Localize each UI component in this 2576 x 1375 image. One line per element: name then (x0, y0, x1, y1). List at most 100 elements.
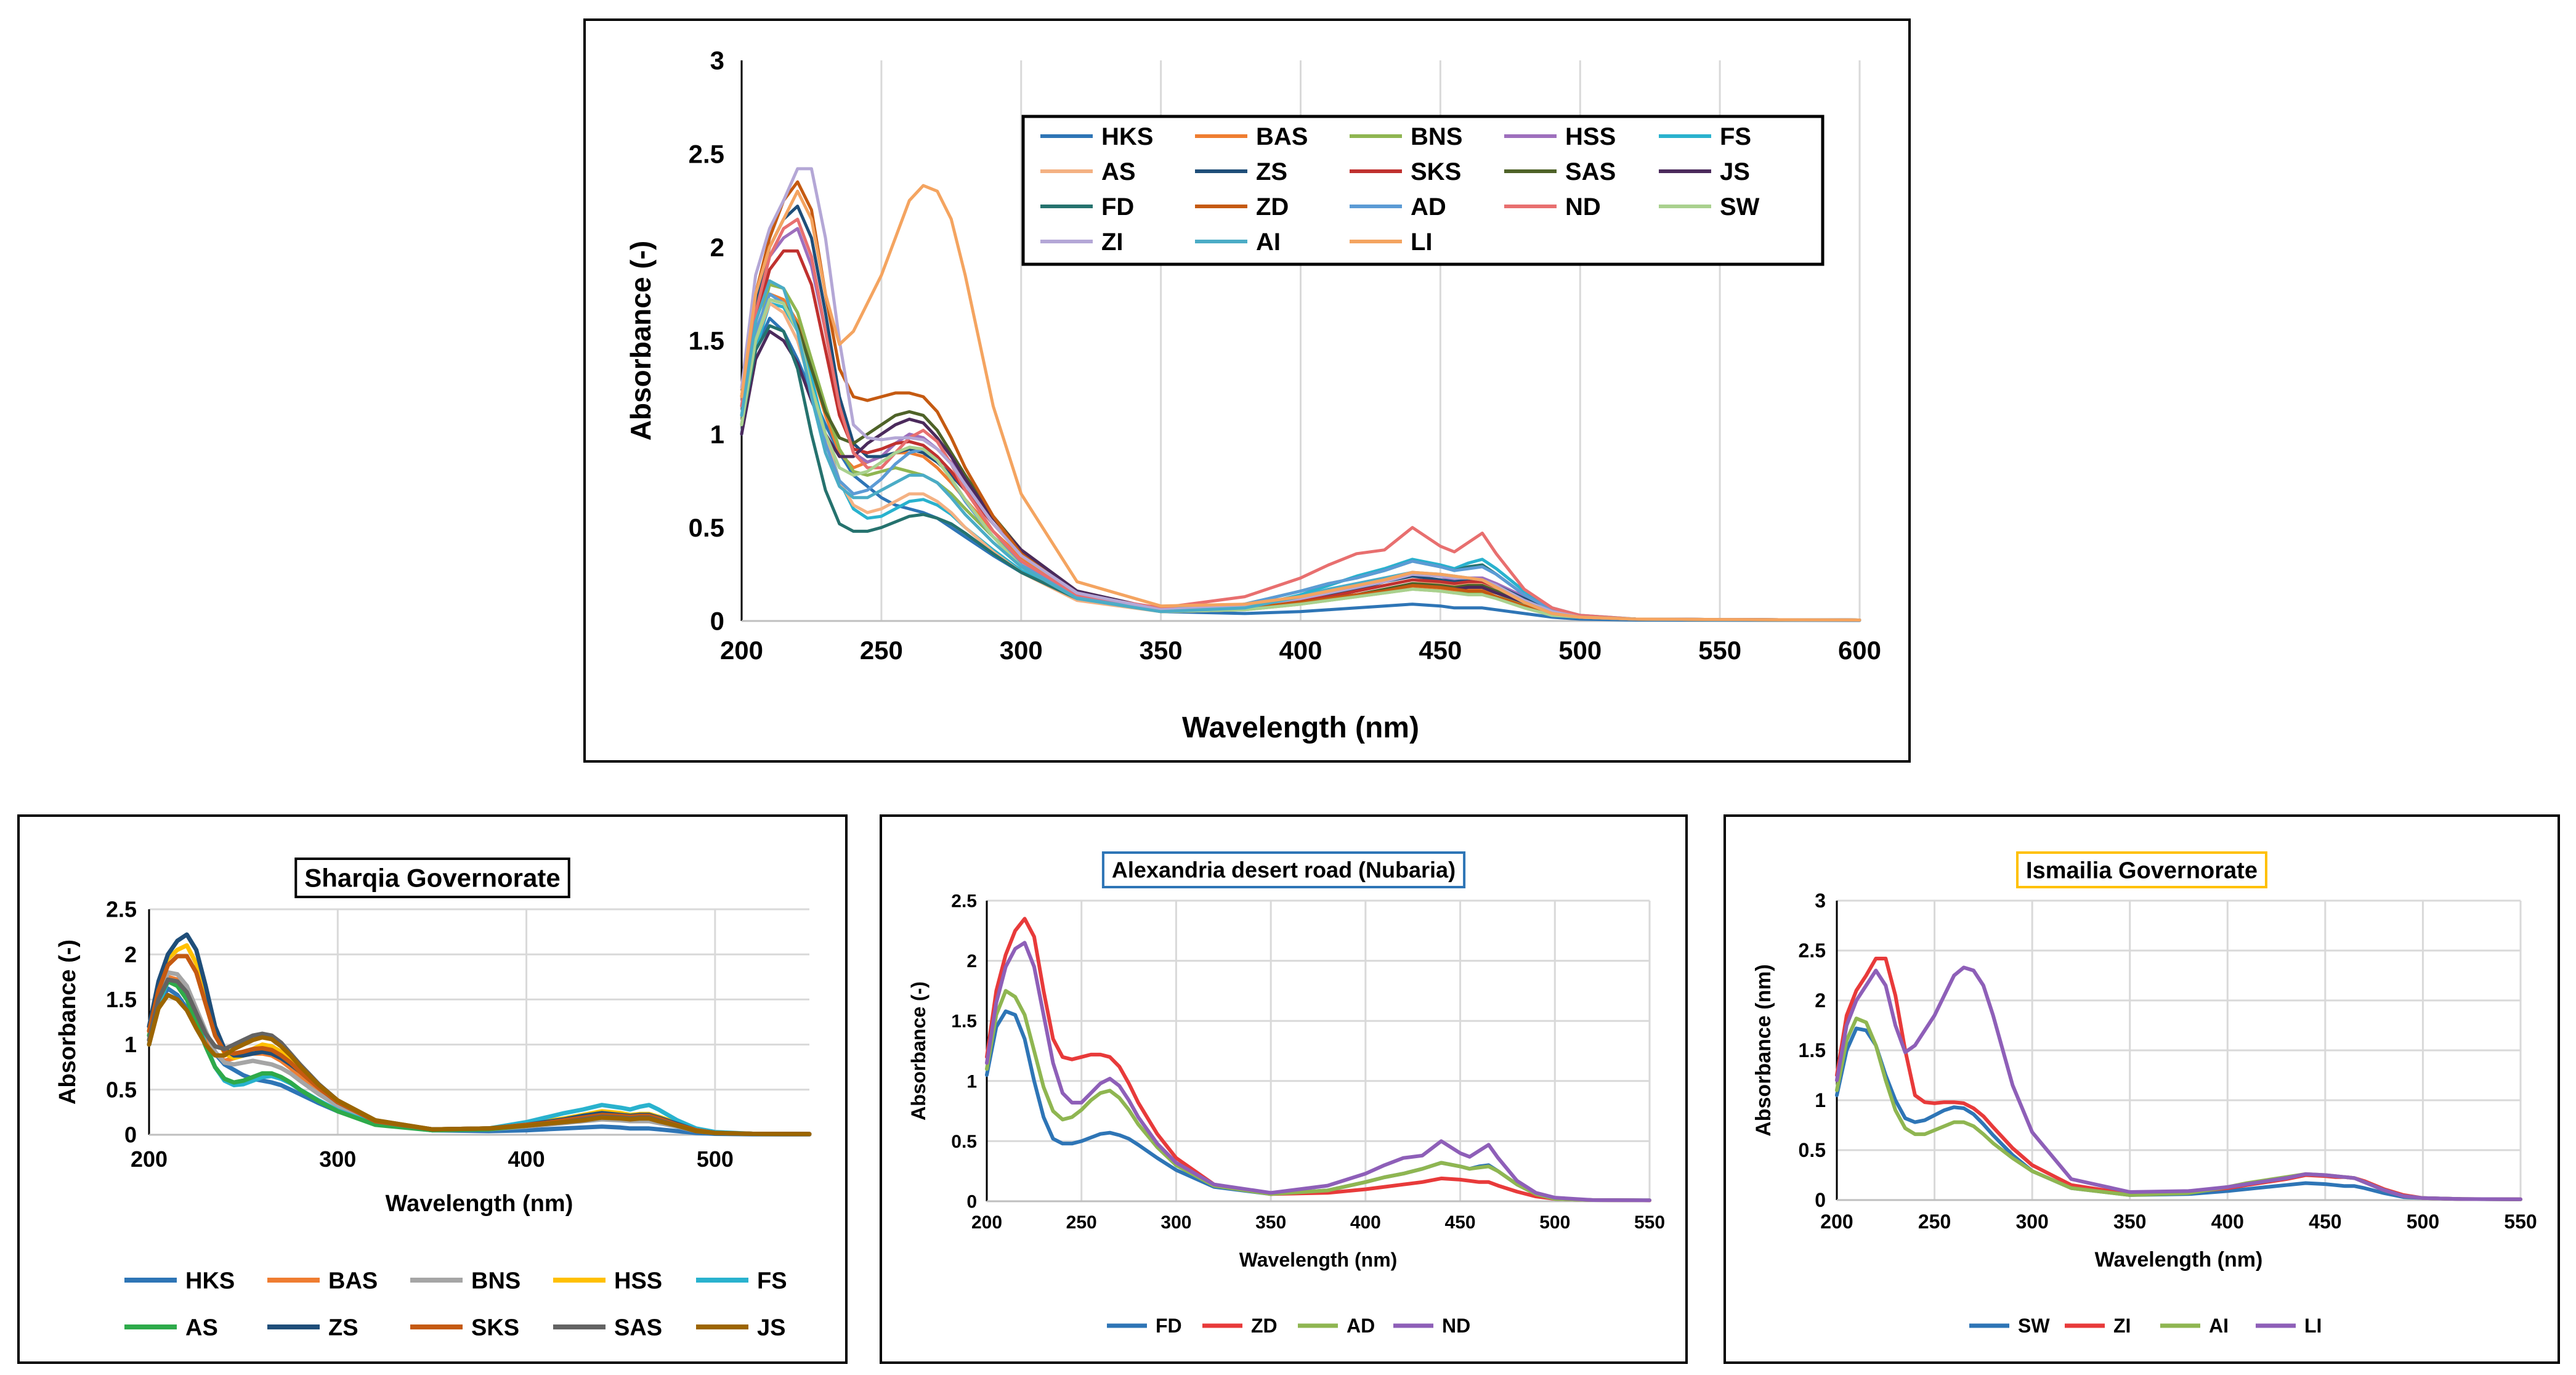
x-tick-label: 200 (1820, 1211, 1853, 1233)
x-tick-label: 550 (1634, 1212, 1665, 1233)
x-tick-label: 200 (131, 1146, 168, 1172)
x-tick-label: 250 (1918, 1211, 1951, 1233)
nubaria-absorbance-chart: 200 250 300 350 400 450 500 550 0 0.5 1 1.5 2 2.5 Wave… (907, 851, 1665, 1337)
chart-title-box (2016, 851, 2267, 888)
y-tick-label: 0.5 (1799, 1139, 1826, 1161)
legend-label-js: JS (757, 1315, 785, 1341)
y-tick-label: 0.5 (689, 513, 724, 542)
legend-label-zd: ZD (1256, 193, 1289, 221)
x-tick-label: 300 (2015, 1211, 2048, 1233)
y-tick-label: 1 (1815, 1089, 1826, 1111)
legend-label-sks: SKS (471, 1315, 519, 1341)
x-axis-title: Wavelength (nm) (2095, 1248, 2263, 1272)
legend: FD ZD AD ND (1107, 1315, 1470, 1337)
x-tick-label: 550 (2504, 1211, 2537, 1233)
y-tick-label: 2.5 (106, 897, 137, 922)
series-line-as (147, 979, 812, 1137)
y-axis-title: Absorbance (-) (907, 981, 930, 1121)
series-line-ad (985, 989, 1651, 1203)
chart-title: Alexandria desert road (Nubaria) (1112, 858, 1456, 883)
axes: 200 250 300 350 400 450 500 550 600 0 0.5 1 1.5 2 2.5 3 (689, 46, 1881, 665)
legend-label-li: LI (2304, 1315, 2322, 1337)
legend-label-zs: ZS (1256, 158, 1287, 185)
y-tick-label: 2.5 (1799, 939, 1826, 962)
legend-label-ai: AI (1256, 229, 1281, 256)
y-tick-label: 1.5 (1799, 1039, 1826, 1061)
y-tick-label: 1 (966, 1071, 977, 1092)
series-line-nd (985, 941, 1651, 1203)
series-line-li (1835, 965, 2522, 1201)
sharqia-chart-panel: 200 300 400 500 0 0.5 1 1.5 2 2.5 Wavelength (nm) A… (17, 814, 848, 1364)
y-tick-label: 0 (1815, 1189, 1826, 1211)
legend-label-fs: FS (757, 1268, 787, 1294)
x-tick-label: 450 (2309, 1211, 2341, 1233)
x-axis-title: Wavelength (nm) (1239, 1249, 1398, 1271)
x-tick-label: 500 (2407, 1211, 2439, 1233)
y-tick-label: 0.5 (106, 1077, 137, 1102)
legend-label-hss: HSS (614, 1268, 662, 1294)
x-tick-label: 350 (1140, 636, 1183, 665)
series-line-nd (740, 217, 1861, 622)
x-tick-label: 450 (1445, 1212, 1476, 1233)
x-tick-label: 450 (1419, 636, 1462, 665)
series-line-fs (147, 979, 812, 1137)
y-tick-label: 1.5 (106, 987, 137, 1012)
y-tick-label: 2.5 (689, 139, 724, 168)
legend-label-zi: ZI (1101, 229, 1124, 256)
y-tick-label: 2 (1815, 989, 1826, 1012)
y-tick-label: 0 (710, 607, 724, 636)
y-tick-label: 1.5 (689, 327, 724, 355)
ismailia-absorbance-chart: 200 250 300 350 400 450 500 550 0 0.5 1 1.5 2 2.5 3 Wav… (1752, 851, 2537, 1337)
series-line-sw (1835, 1026, 2522, 1201)
ismailia-chart-panel: 200 250 300 350 400 450 500 550 0 0.5 1 1.5 2 2.5 3 Wav… (1723, 814, 2560, 1364)
x-tick-label: 300 (1160, 1212, 1191, 1233)
legend-label-sw: SW (2018, 1315, 2050, 1337)
legend-label-hks: HKS (185, 1268, 235, 1294)
x-tick-label: 500 (697, 1146, 734, 1172)
gridlines (149, 908, 809, 1135)
legend-label-fd: FD (1156, 1315, 1182, 1337)
legend-label-ad: AD (1347, 1315, 1375, 1337)
series-line-zs (147, 932, 812, 1137)
y-tick-label: 3 (710, 46, 724, 75)
legend-label-sas: SAS (1565, 158, 1616, 185)
legend-label-hks: HKS (1101, 123, 1153, 150)
x-tick-label: 200 (971, 1212, 1002, 1233)
nubaria-chart-panel: 200 250 300 350 400 450 500 550 0 0.5 1 1.5 2 2.5 Wave… (880, 814, 1688, 1364)
gridlines (987, 899, 1651, 1201)
y-axis-title: Absorbance (-) (55, 939, 81, 1105)
legend-label-zi: ZI (2113, 1315, 2131, 1337)
y-tick-label: 1 (710, 420, 724, 448)
series-line-li (740, 184, 1861, 622)
legend-box (1021, 115, 1825, 266)
legend-label-zd: ZD (1251, 1315, 1278, 1337)
y-tick-label: 2.5 (951, 891, 977, 912)
x-tick-label: 300 (1000, 636, 1043, 665)
chart-title-box (1101, 851, 1466, 888)
legend-label-bas: BAS (328, 1268, 378, 1294)
legend-label-js: JS (1720, 158, 1750, 185)
legend-label-zs: ZS (328, 1315, 358, 1341)
series-group (740, 167, 1861, 622)
legend-label-sks: SKS (1411, 158, 1461, 185)
x-tick-label: 600 (1838, 636, 1881, 665)
legend-label-bas: BAS (1256, 123, 1308, 150)
legend: HKS BAS BNS HSS FS AS ZS SKS SAS JS FD ZD AD ND SW ZI AI… (1021, 115, 1825, 266)
y-tick-label: 3 (1815, 890, 1826, 912)
x-tick-label: 300 (319, 1146, 356, 1172)
legend-label-nd: ND (1442, 1315, 1470, 1337)
y-tick-label: 0.5 (951, 1132, 977, 1152)
y-tick-label: 1 (124, 1032, 137, 1057)
legend-label-hss: HSS (1565, 123, 1616, 150)
x-tick-label: 400 (508, 1146, 545, 1172)
series-line-zd (985, 917, 1651, 1203)
series-line-ai (1835, 1016, 2522, 1201)
sharqia-absorbance-chart: 200 300 400 500 0 0.5 1 1.5 2 2.5 Wavelength (nm) A… (55, 858, 812, 1341)
chart-title: Sharqia Governorate (304, 864, 560, 893)
x-axis-title: Wavelength (nm) (386, 1191, 573, 1217)
x-tick-label: 500 (1539, 1212, 1570, 1233)
y-tick-label: 2 (710, 233, 724, 262)
series-group (985, 917, 1651, 1203)
x-tick-label: 250 (1066, 1212, 1097, 1233)
legend-label-sw: SW (1720, 193, 1760, 221)
